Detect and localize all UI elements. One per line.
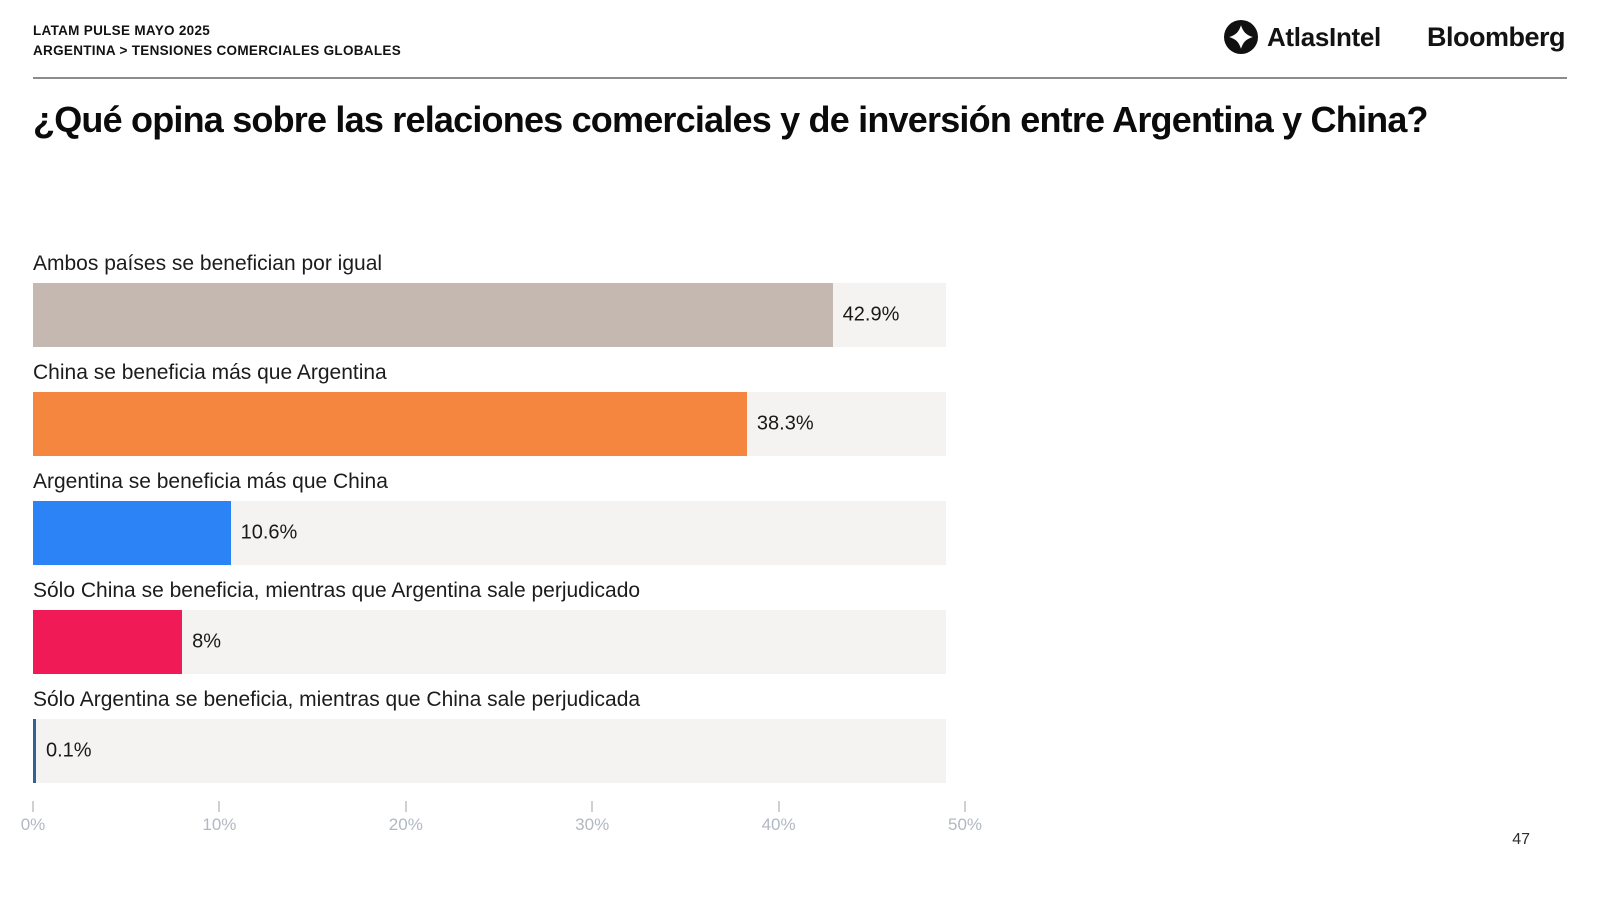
axis-tick (777, 801, 780, 812)
axis-tick (32, 801, 34, 812)
axis-tick-label: 10% (202, 815, 237, 834)
bar-track: 0.1% (33, 719, 946, 783)
bar-value-label: 42.9% (842, 303, 900, 326)
atlasintel-wordmark: AtlasIntel (1266, 21, 1381, 52)
axis-tick (591, 801, 594, 812)
chart-row: Sólo Argentina se beneficia, mientras qu… (33, 687, 965, 783)
category-label: Sólo Argentina se beneficia, mientras qu… (33, 688, 641, 711)
bar-fill (33, 719, 36, 783)
header-logos: AtlasIntel Bloomberg (1223, 20, 1566, 54)
axis-tick-label: 40% (761, 815, 796, 834)
axis-tick-label: 50% (947, 815, 983, 834)
bar-track: 42.9% (33, 283, 946, 347)
page-number: 47 (1512, 831, 1530, 848)
chart-row: China se beneficia más que Argentina 38.3… (33, 360, 965, 456)
bar-track: 8% (33, 610, 946, 674)
axis-tick (404, 801, 407, 812)
report-title: LATAM PULSE MAYO 2025 (33, 23, 211, 38)
category-label: Ambos países se benefician por igual (33, 252, 383, 275)
page-title: ¿Qué opina sobre las relaciones comercia… (33, 99, 1429, 140)
atlasintel-logo-icon (1223, 20, 1258, 54)
bar-fill (33, 392, 747, 456)
chart-row: Ambos países se benefician por igual 42.9… (33, 251, 965, 347)
bar-fill (33, 610, 183, 674)
bar-value-label: 38.3% (756, 412, 814, 435)
bar-value-label: 8% (192, 630, 222, 653)
category-label: Sólo China se beneficia, mientras que Ar… (33, 579, 641, 602)
bar-track: 38.3% (33, 392, 946, 456)
axis-tick-label: 0% (20, 815, 46, 834)
header-kicker: LATAM PULSE MAYO 2025 ARGENTINA > TENSIO… (33, 21, 401, 61)
bar-chart: Ambos países se benefician por igual 42.9… (33, 251, 965, 796)
bar-fill (33, 501, 231, 565)
bar-track: 10.6% (33, 501, 946, 565)
axis-tick (218, 801, 221, 812)
axis-tick-label: 30% (575, 815, 610, 834)
bar-value-label: 10.6% (240, 521, 298, 544)
axis-tick-label: 20% (388, 815, 423, 834)
axis-tick (964, 801, 966, 812)
bar-fill (33, 283, 833, 347)
chart-row: Sólo China se beneficia, mientras que Ar… (33, 578, 965, 674)
category-label: Argentina se beneficia más que China (33, 470, 388, 493)
category-label: China se beneficia más que Argentina (33, 361, 387, 384)
header-divider (33, 77, 1567, 79)
chart-row: Argentina se beneficia más que China 10.6… (33, 469, 965, 565)
atlasintel-logo: AtlasIntel (1223, 20, 1381, 54)
breadcrumb: ARGENTINA > TENSIONES COMERCIALES GLOBAL… (33, 43, 402, 58)
bloomberg-logo: Bloomberg (1426, 21, 1566, 52)
x-axis: 0% 10% 20% 30% 40% 50% (21, 801, 982, 841)
bar-value-label: 0.1% (46, 739, 92, 762)
